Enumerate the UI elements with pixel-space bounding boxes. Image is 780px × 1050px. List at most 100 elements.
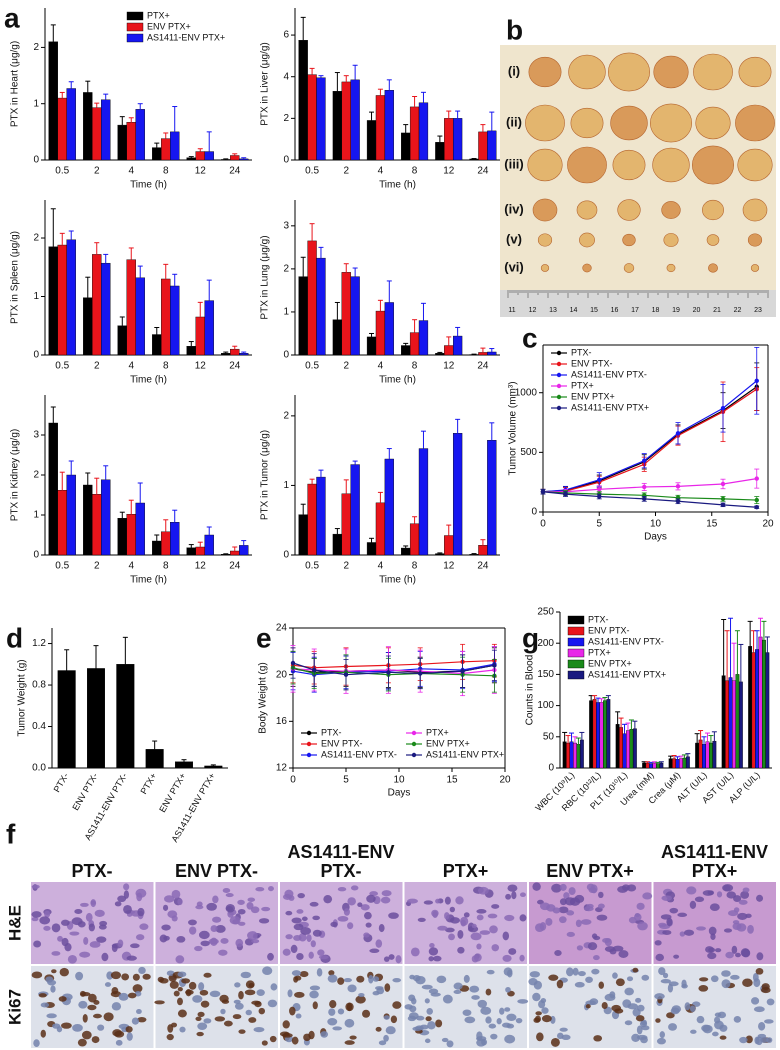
- nucleus: [437, 925, 448, 931]
- nucleus: [626, 884, 637, 892]
- nucleus: [502, 931, 510, 941]
- tumor: [695, 106, 731, 140]
- nucleus: [177, 997, 183, 1006]
- point: [386, 670, 391, 675]
- nucleus: [237, 921, 246, 926]
- nucleus: [362, 1009, 371, 1018]
- bar: [332, 533, 343, 556]
- nucleus: [253, 1026, 265, 1033]
- nucleus: [51, 923, 61, 933]
- nucleus: [350, 885, 359, 891]
- tumor: [661, 201, 681, 219]
- point: [754, 497, 759, 503]
- error-bar: [343, 75, 349, 82]
- y-tick-label: 3: [283, 220, 289, 231]
- y-tick-label: 1: [33, 291, 39, 302]
- bar: [478, 131, 488, 161]
- bar: [221, 554, 231, 556]
- nucleus: [752, 972, 759, 982]
- nucleus: [346, 1002, 353, 1012]
- nucleus: [356, 975, 365, 983]
- nucleus: [586, 903, 594, 909]
- nucleus: [245, 980, 255, 989]
- nucleus: [662, 930, 672, 936]
- nucleus: [329, 1000, 337, 1009]
- y-axis-label: Tumor Weight (g): [17, 659, 28, 736]
- tumor: [579, 232, 595, 248]
- error-bar: [675, 756, 681, 760]
- nucleus: [485, 988, 492, 996]
- nucleus: [318, 955, 329, 960]
- nucleus: [171, 915, 178, 922]
- nucleus: [760, 1036, 769, 1043]
- legend-marker: [556, 350, 562, 356]
- error-bar: [628, 719, 634, 730]
- nucleus: [214, 1016, 226, 1022]
- bar: [708, 742, 713, 769]
- row-label: (vi): [504, 259, 524, 274]
- nucleus: [668, 1023, 678, 1031]
- nucleus: [164, 895, 175, 903]
- point: [597, 477, 602, 482]
- error-bar: [764, 636, 770, 653]
- point: [642, 496, 647, 502]
- nucleus: [488, 1023, 497, 1029]
- nucleus: [94, 909, 105, 917]
- nucleus: [343, 908, 350, 916]
- nucleus: [564, 897, 576, 906]
- legend-label: PTX+: [588, 647, 611, 657]
- error-bar: [754, 630, 760, 650]
- nucleus: [457, 946, 465, 954]
- point: [290, 660, 296, 666]
- nucleus: [291, 1036, 299, 1045]
- y-tick-label: 0: [283, 155, 289, 166]
- nucleus: [93, 1013, 102, 1019]
- error-bar: [728, 617, 734, 678]
- error-bar: [137, 103, 143, 110]
- nucleus: [203, 1018, 212, 1024]
- error-bar: [334, 72, 340, 92]
- error-bar: [694, 733, 700, 744]
- nucleus: [710, 975, 719, 983]
- nucleus: [491, 944, 500, 952]
- error-bar: [352, 460, 358, 465]
- nucleus: [103, 1012, 114, 1022]
- x-tick-label: 20: [762, 519, 774, 530]
- nucleus: [31, 911, 42, 918]
- nucleus: [162, 904, 169, 911]
- nucleus: [89, 941, 101, 948]
- nucleus: [755, 968, 764, 975]
- nucleus: [284, 889, 294, 899]
- nucleus: [269, 1035, 277, 1043]
- nucleus: [671, 1005, 682, 1013]
- nucleus: [223, 1020, 233, 1027]
- error-bar: [731, 642, 737, 681]
- nucleus: [609, 991, 616, 999]
- legend-label: ENV PTX-: [321, 738, 363, 748]
- nucleus: [499, 1007, 505, 1015]
- nucleus: [118, 992, 129, 1001]
- y-tick-label: 0: [33, 550, 39, 561]
- legend-swatch: [567, 670, 585, 680]
- error-bar: [369, 537, 375, 543]
- x-tick-label: 0.5: [305, 361, 319, 372]
- nucleus: [61, 937, 69, 947]
- nucleus: [267, 999, 278, 1008]
- error-bar: [403, 545, 409, 549]
- nucleus: [457, 929, 464, 939]
- point: [492, 663, 497, 668]
- nucleus: [237, 909, 246, 915]
- tumor: [735, 104, 775, 142]
- nucleus: [237, 899, 245, 905]
- bar: [83, 92, 93, 161]
- bar: [765, 652, 770, 769]
- x-axis-label: Time (h): [379, 575, 416, 586]
- nucleus: [360, 904, 370, 911]
- nucleus: [294, 991, 305, 998]
- nucleus: [52, 1023, 61, 1029]
- error-bar: [172, 106, 178, 132]
- x-tick-label: 5: [343, 775, 349, 786]
- nucleus: [82, 1014, 88, 1023]
- point: [754, 505, 759, 510]
- error-bar: [648, 761, 654, 764]
